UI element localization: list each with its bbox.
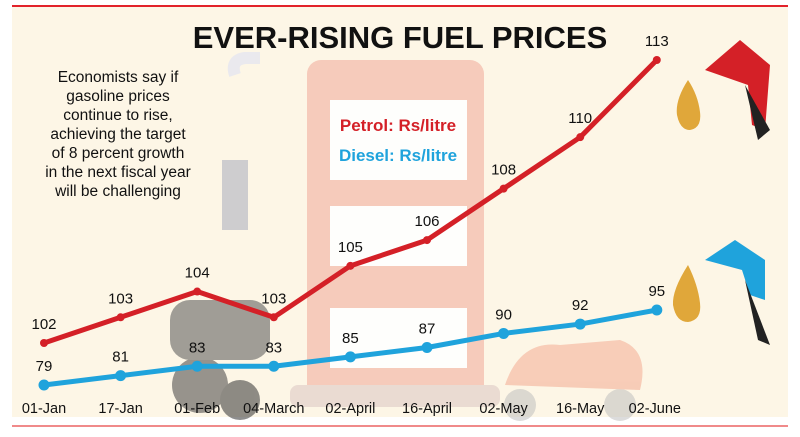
- annotation-text: Economists say if gasoline prices continue…: [45, 69, 191, 200]
- data-label: 103: [108, 290, 133, 307]
- annotation-line: in the next fiscal year: [45, 164, 191, 181]
- data-point: [574, 318, 586, 330]
- fuel-pump-illustration: [222, 52, 500, 407]
- data-label: 85: [342, 330, 359, 347]
- data-point: [38, 379, 50, 391]
- data-label: 103: [261, 290, 286, 307]
- data-label: 83: [189, 339, 206, 356]
- data-label: 87: [419, 321, 436, 338]
- data-point: [498, 327, 510, 339]
- annotation-line: of 8 percent growth: [52, 145, 185, 162]
- annotation-line: Economists say if: [58, 69, 179, 86]
- data-point: [651, 304, 663, 316]
- x-tick-label: 01-Feb: [174, 401, 220, 417]
- data-label: 83: [265, 339, 282, 356]
- data-label: 90: [495, 306, 512, 323]
- x-tick-label: 17-Jan: [98, 401, 142, 417]
- chart-title: EVER-RISING FUEL PRICES: [193, 20, 608, 55]
- data-point: [652, 56, 661, 64]
- legend-diesel: Diesel: Rs/litre: [339, 146, 457, 165]
- data-label: 79: [36, 358, 53, 375]
- data-label: 95: [648, 283, 665, 300]
- data-label: 110: [568, 110, 592, 127]
- data-label: 81: [112, 349, 129, 366]
- data-point: [344, 351, 356, 363]
- data-point: [40, 339, 48, 347]
- x-tick-label: 02-May: [479, 401, 528, 417]
- data-label: 102: [31, 316, 56, 333]
- x-tick-label: 02-June: [629, 401, 681, 417]
- data-label: 106: [414, 213, 439, 230]
- data-point: [116, 313, 125, 322]
- annotation-line: gasoline prices: [66, 88, 170, 105]
- data-label: 92: [572, 297, 589, 314]
- x-tick-label: 01-Jan: [22, 401, 66, 417]
- data-label: 105: [338, 239, 363, 256]
- data-point: [423, 236, 431, 245]
- data-point: [268, 360, 280, 372]
- series-petrol: 102 103 104 103 105 106 108 110 113: [31, 33, 669, 347]
- legend-petrol: Petrol: Rs/litre: [340, 116, 456, 135]
- data-point: [421, 342, 433, 353]
- motorcycle-illustration: [170, 300, 270, 420]
- data-point: [499, 184, 508, 193]
- data-point: [269, 313, 278, 322]
- data-label: 108: [491, 162, 516, 179]
- data-point: [346, 261, 355, 270]
- data-point: [193, 287, 202, 296]
- series-diesel: 79 81 83 83 85 87 90 92 95: [36, 283, 665, 391]
- diesel-nozzle-icon: [672, 240, 770, 345]
- data-point: [191, 360, 203, 372]
- data-label: 104: [185, 265, 210, 282]
- x-tick-label: 04-March: [243, 401, 304, 417]
- data-label: 113: [645, 33, 669, 50]
- annotation-line: achieving the target: [50, 126, 186, 143]
- annotation-line: will be challenging: [54, 183, 181, 200]
- petrol-nozzle-icon: [676, 40, 770, 140]
- scooter-illustration: [504, 340, 643, 421]
- annotation-line: continue to rise,: [63, 107, 172, 124]
- data-point: [576, 133, 585, 142]
- x-tick-label: 16-April: [402, 401, 452, 417]
- data-point: [115, 370, 127, 382]
- x-tick-label: 02-April: [325, 401, 375, 417]
- x-tick-label: 16-May: [556, 401, 605, 417]
